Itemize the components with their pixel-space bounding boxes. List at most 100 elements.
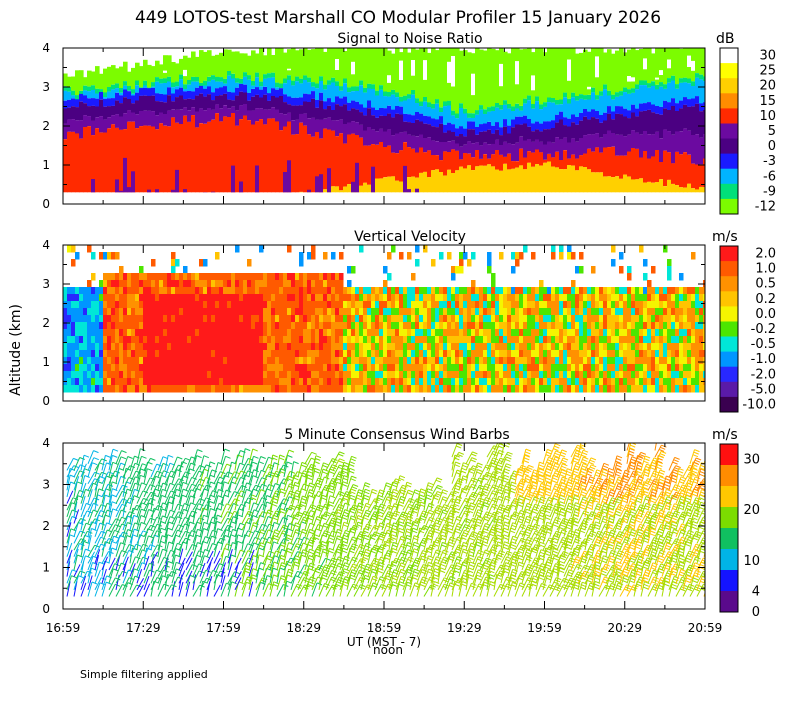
velocity-cell bbox=[539, 301, 544, 309]
velocity-cell bbox=[399, 371, 404, 379]
velocity-cell bbox=[467, 315, 472, 323]
velocity-cell bbox=[171, 378, 176, 386]
velocity-cell bbox=[115, 301, 120, 309]
velocity-cell bbox=[579, 385, 584, 393]
velocity-cell bbox=[459, 364, 464, 372]
snr-cell bbox=[351, 182, 355, 193]
velocity-cell bbox=[499, 308, 504, 316]
snr-cell bbox=[247, 120, 252, 192]
velocity-cell bbox=[155, 322, 160, 330]
velocity-cell bbox=[63, 371, 68, 379]
snr-cell bbox=[667, 78, 672, 83]
snr-cell bbox=[423, 60, 427, 80]
velocity-cell bbox=[371, 378, 376, 386]
velocity-cell bbox=[575, 266, 580, 274]
velocity-cell bbox=[267, 350, 272, 358]
velocity-cell bbox=[87, 287, 92, 295]
velocity-cell bbox=[71, 336, 76, 344]
velocity-cell bbox=[399, 343, 404, 351]
velocity-cell bbox=[615, 294, 620, 302]
velocity-cell bbox=[351, 357, 356, 365]
velocity-cell bbox=[99, 336, 104, 344]
velocity-cell bbox=[151, 308, 156, 316]
snr-cell bbox=[455, 46, 460, 113]
velocity-cell bbox=[187, 308, 192, 316]
velocity-cell bbox=[187, 378, 192, 386]
velocity-cell bbox=[635, 329, 640, 337]
snr-cell bbox=[175, 63, 180, 81]
velocity-cell bbox=[211, 357, 216, 365]
snr-cell bbox=[431, 155, 436, 170]
velocity-cell bbox=[99, 378, 104, 386]
snr-cell bbox=[511, 106, 516, 111]
velocity-cell bbox=[451, 266, 456, 274]
velocity-cell bbox=[275, 329, 280, 337]
velocity-cell bbox=[251, 329, 256, 337]
snr-cell bbox=[427, 53, 432, 103]
velocity-cell bbox=[243, 350, 248, 358]
velocity-cell bbox=[75, 287, 80, 295]
snr-cell bbox=[591, 92, 596, 109]
velocity-cell bbox=[379, 315, 384, 323]
velocity-cell bbox=[95, 336, 100, 344]
velocity-cell bbox=[583, 294, 588, 302]
velocity-cell bbox=[511, 357, 516, 365]
velocity-cell bbox=[439, 301, 444, 309]
velocity-cell bbox=[363, 329, 368, 337]
snr-cell bbox=[387, 114, 392, 130]
snr-cell bbox=[255, 108, 260, 121]
velocity-cell bbox=[91, 301, 96, 309]
velocity-cell bbox=[167, 350, 172, 358]
velocity-cell bbox=[271, 273, 276, 281]
velocity-cell bbox=[263, 329, 268, 337]
velocity-cell bbox=[671, 364, 676, 372]
snr-cell bbox=[643, 151, 648, 183]
velocity-cell bbox=[471, 350, 476, 358]
velocity-cell bbox=[187, 385, 192, 393]
velocity-cell bbox=[663, 294, 668, 302]
velocity-cell bbox=[311, 301, 316, 309]
snr-cell bbox=[627, 50, 632, 90]
snr-cell bbox=[183, 84, 188, 89]
velocity-cell bbox=[247, 371, 252, 379]
snr-cell bbox=[67, 77, 72, 87]
snr-cell bbox=[323, 101, 328, 109]
snr-cell bbox=[339, 133, 344, 190]
velocity-cell bbox=[251, 350, 256, 358]
velocity-cell bbox=[71, 301, 76, 309]
snr-cell bbox=[499, 105, 504, 110]
velocity-cell bbox=[671, 371, 676, 379]
velocity-cell bbox=[111, 357, 116, 365]
snr-cell bbox=[227, 108, 232, 117]
velocity-cell bbox=[427, 294, 432, 302]
velocity-cell bbox=[195, 301, 200, 309]
snr-cell bbox=[91, 85, 96, 90]
snr-cell bbox=[211, 56, 216, 75]
velocity-cell bbox=[659, 329, 664, 337]
velocity-cell bbox=[279, 322, 284, 330]
velocity-cell bbox=[367, 301, 372, 309]
velocity-cell bbox=[655, 385, 660, 393]
velocity-cell bbox=[71, 371, 76, 379]
snr-cell bbox=[123, 62, 128, 81]
velocity-cell bbox=[523, 343, 528, 351]
velocity-cell bbox=[507, 329, 512, 337]
velocity-cell bbox=[251, 287, 256, 295]
snr-cell bbox=[351, 108, 356, 121]
velocity-cell bbox=[279, 371, 284, 379]
velocity-cell bbox=[79, 357, 84, 365]
snr-cell bbox=[211, 120, 216, 193]
velocity-cell bbox=[155, 371, 160, 379]
velocity-cell bbox=[291, 371, 296, 379]
snr-cell bbox=[219, 95, 224, 108]
velocity-cell bbox=[519, 357, 524, 365]
velocity-cell bbox=[339, 252, 344, 260]
velocity-cell bbox=[427, 336, 432, 344]
snr-cell bbox=[407, 147, 412, 177]
snr-cell bbox=[247, 110, 252, 120]
snr-cell bbox=[247, 101, 252, 111]
velocity-cell bbox=[531, 308, 536, 316]
wind-barb bbox=[151, 552, 158, 564]
velocity-cell bbox=[307, 329, 312, 337]
velocity-cell bbox=[671, 385, 676, 393]
